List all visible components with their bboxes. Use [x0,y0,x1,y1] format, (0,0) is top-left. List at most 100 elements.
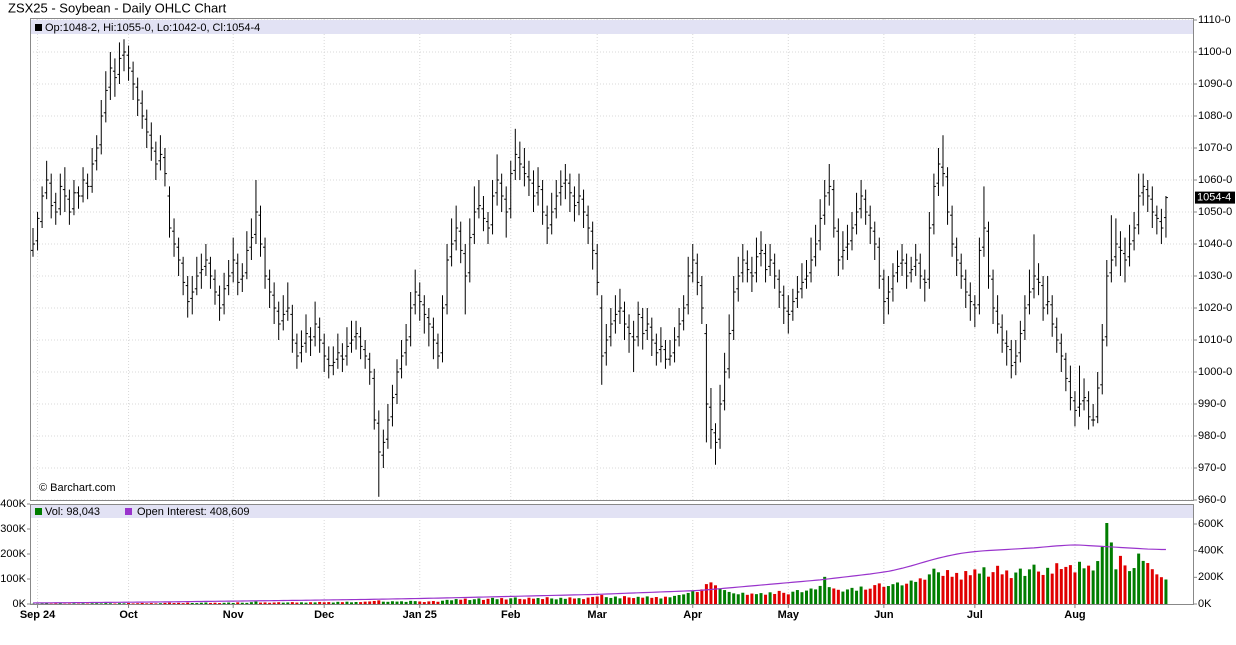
volume-bar [158,603,162,604]
volume-bar [222,602,226,604]
volume-bar [309,602,313,604]
volume-bar [117,603,121,604]
volume-bar [736,594,740,604]
volume-bar [359,602,363,604]
volume-bar [1018,568,1022,604]
volume-bar [404,601,408,604]
volume-bar [72,603,76,604]
price-legend-band [31,20,1193,34]
y-tick-label: 1040-0 [1198,238,1232,250]
volume-bar [805,590,808,604]
x-tick-label: Apr [683,609,703,621]
volume-bar [409,600,413,604]
price-legend: Op:1048-2, Hi:1055-0, Lo:1042-0, Cl:1054… [45,22,260,34]
y-tick-label: 980-0 [1198,430,1226,442]
volume-bar [104,603,108,604]
volume-bar [836,589,840,604]
volume-bar [504,599,508,604]
volume-bar [968,575,972,604]
volume-bar [1132,568,1136,604]
volume-bar [604,597,608,604]
volume-bar [99,603,103,604]
volume-bar [218,603,222,604]
volume-bar [254,601,258,604]
volume-bar [236,602,240,604]
x-tick-label: Jul [967,609,983,621]
x-tick-label: Dec [314,609,334,621]
volume-bar [572,598,576,604]
volume-bar [1155,574,1159,604]
volume-legend-band [31,505,1193,518]
volume-bar [90,603,94,604]
volume-bar [1037,571,1041,604]
volume-bar [509,598,513,604]
y-tick-label: 1060-0 [1198,174,1232,186]
volume-bar [550,598,554,604]
volume-bar [1096,561,1100,604]
x-tick-label: Jan 25 [403,609,437,621]
volume-bar [327,602,331,604]
volume-bar [313,602,317,604]
y-tick-label: 400K [0,498,26,510]
volume-bar [259,602,262,604]
volume-bar [936,572,940,604]
volume-bar [918,578,922,604]
volume-bar [536,598,540,604]
volume-bar [1164,579,1168,604]
volume-bar [299,602,303,604]
volume-bar [586,597,590,604]
volume-bar [286,602,290,604]
volume-bar [682,594,686,604]
volume-bar [213,602,217,604]
volume-bar [168,602,171,604]
volume-bar [641,597,645,604]
volume-bar [782,592,786,604]
y-tick-label: 1090-0 [1198,78,1232,90]
volume-bar [1073,572,1077,604]
oi-legend: Open Interest: 408,609 [137,506,250,518]
oi-legend-swatch [125,508,132,515]
volume-bar [500,598,504,604]
volume-bar [645,596,649,604]
volume-bar [946,570,950,604]
volume-bar [777,590,781,604]
volume-bar [795,590,799,604]
volume-bar [554,599,558,604]
volume-bar [1027,569,1031,604]
volume-bar [754,594,758,604]
volume-bar [422,602,426,604]
volume-bar [154,603,158,604]
volume-bar [663,596,667,604]
volume-bar [1059,569,1063,604]
volume-bar [691,590,695,604]
x-tick-label: Nov [223,609,245,621]
volume-bar [832,588,836,604]
volume-bar [768,592,772,604]
volume-bar [427,601,431,604]
volume-bar [900,585,904,604]
volume-bar [413,601,417,604]
volume-bar [1041,574,1045,604]
volume-frame [30,504,1194,605]
y-tick-label: 1070-0 [1198,142,1232,154]
volume-bar [318,601,322,604]
volume-bar [1141,560,1145,604]
volume-bar [745,594,749,604]
volume-bar [127,603,131,604]
volume-bar [231,602,235,604]
volume-bar [764,594,768,604]
volume-bar [1109,542,1113,604]
volume-bar [977,573,981,604]
x-tick-label: May [778,609,800,621]
volume-bar [759,593,763,604]
volume-bar [227,602,231,604]
volume-bar [513,597,517,604]
volume-bar [354,602,358,604]
volume-bar [914,581,918,604]
volume-bar [927,574,931,604]
volume-bar [431,601,435,604]
volume-bar [177,602,181,604]
volume-bar [145,603,149,604]
volume-bar [304,602,308,604]
y-tick-label: 100K [0,573,26,585]
